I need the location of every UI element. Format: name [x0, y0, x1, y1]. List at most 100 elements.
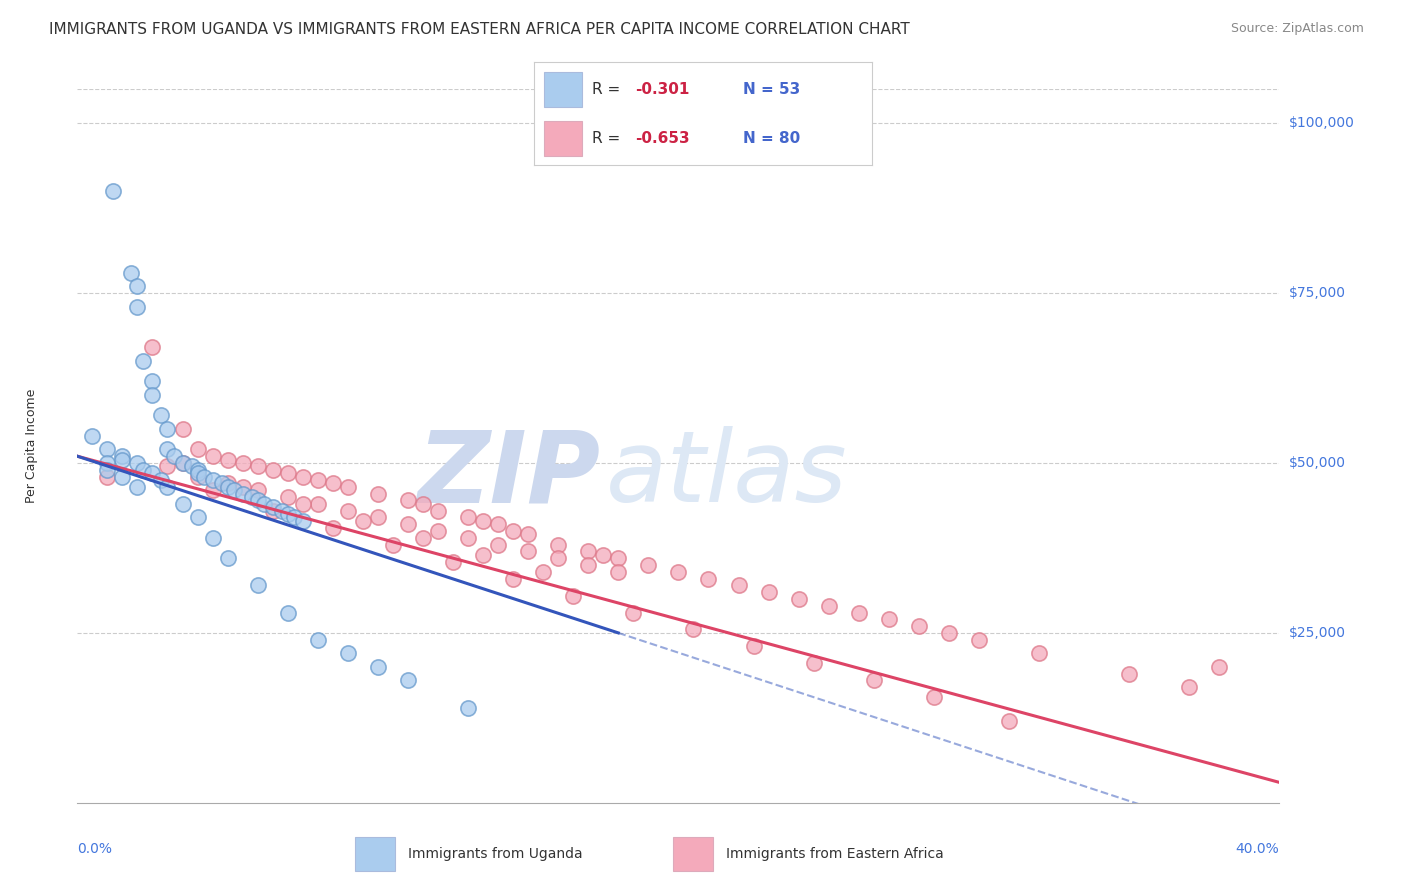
Point [307, 497, 329, 511]
Point [111, 469, 134, 483]
Point [132, 463, 155, 477]
Point [457, 531, 479, 545]
Point [172, 456, 194, 470]
Point [232, 480, 254, 494]
Point [156, 480, 179, 494]
Point [862, 673, 884, 688]
Point [848, 606, 870, 620]
Point [217, 551, 239, 566]
Point [576, 544, 599, 558]
Point [246, 459, 269, 474]
Point [291, 469, 314, 483]
Bar [672, 837, 713, 871]
Point [127, 279, 149, 293]
Point [186, 469, 209, 483]
Text: R =: R = [592, 131, 624, 146]
Point [457, 700, 479, 714]
Point [246, 483, 269, 498]
Point [472, 548, 495, 562]
Point [246, 578, 269, 592]
Point [938, 626, 960, 640]
Point [427, 503, 450, 517]
Point [291, 497, 314, 511]
Text: Per Capita Income: Per Capita Income [25, 389, 38, 503]
Point [396, 493, 419, 508]
Text: Immigrants from Eastern Africa: Immigrants from Eastern Africa [727, 847, 945, 861]
Bar [354, 837, 395, 871]
Point [277, 466, 299, 480]
Point [1208, 660, 1230, 674]
Point [277, 490, 299, 504]
Point [668, 565, 690, 579]
Text: -0.653: -0.653 [636, 131, 690, 146]
Point [186, 442, 209, 457]
Point [240, 490, 263, 504]
Point [193, 469, 215, 483]
Point [322, 520, 344, 534]
Point [637, 558, 659, 572]
Text: IMMIGRANTS FROM UGANDA VS IMMIGRANTS FROM EASTERN AFRICA PER CAPITA INCOME CORRE: IMMIGRANTS FROM UGANDA VS IMMIGRANTS FRO… [49, 22, 910, 37]
Text: 40.0%: 40.0% [1236, 842, 1279, 856]
Point [502, 572, 524, 586]
Point [517, 544, 540, 558]
Text: R =: R = [592, 81, 624, 96]
Point [201, 449, 224, 463]
Point [803, 657, 825, 671]
Point [576, 558, 599, 572]
Point [682, 623, 704, 637]
Point [1178, 680, 1201, 694]
Point [412, 531, 434, 545]
Text: ZIP: ZIP [418, 426, 600, 523]
Point [262, 463, 284, 477]
Point [186, 466, 209, 480]
Point [908, 619, 931, 633]
Point [120, 266, 142, 280]
Point [232, 456, 254, 470]
Text: N = 53: N = 53 [744, 81, 801, 96]
Point [180, 459, 202, 474]
Point [232, 486, 254, 500]
Point [277, 507, 299, 521]
Point [186, 463, 209, 477]
Point [396, 517, 419, 532]
Point [127, 300, 149, 314]
Text: $100,000: $100,000 [1289, 116, 1355, 130]
Point [217, 476, 239, 491]
Point [291, 514, 314, 528]
Point [141, 388, 163, 402]
Point [486, 537, 509, 551]
Point [307, 632, 329, 647]
Point [381, 537, 404, 551]
Point [156, 442, 179, 457]
Point [1118, 666, 1140, 681]
Point [253, 497, 276, 511]
Text: $75,000: $75,000 [1289, 286, 1346, 300]
Point [172, 456, 194, 470]
Point [352, 514, 374, 528]
Point [727, 578, 749, 592]
Point [141, 375, 163, 389]
Point [201, 473, 224, 487]
Point [96, 469, 118, 483]
Point [787, 591, 810, 606]
Point [307, 473, 329, 487]
Point [742, 640, 765, 654]
Point [607, 565, 630, 579]
Point [150, 473, 173, 487]
Text: Source: ZipAtlas.com: Source: ZipAtlas.com [1230, 22, 1364, 36]
Point [441, 555, 464, 569]
Point [111, 449, 134, 463]
Bar [544, 121, 582, 156]
Point [217, 452, 239, 467]
Point [457, 510, 479, 524]
Text: 0.0%: 0.0% [77, 842, 112, 856]
Point [96, 463, 118, 477]
Point [201, 483, 224, 498]
Point [111, 452, 134, 467]
Point [141, 466, 163, 480]
Point [517, 527, 540, 541]
Point [211, 476, 233, 491]
Point [396, 673, 419, 688]
Text: -0.301: -0.301 [636, 81, 690, 96]
Point [621, 606, 644, 620]
